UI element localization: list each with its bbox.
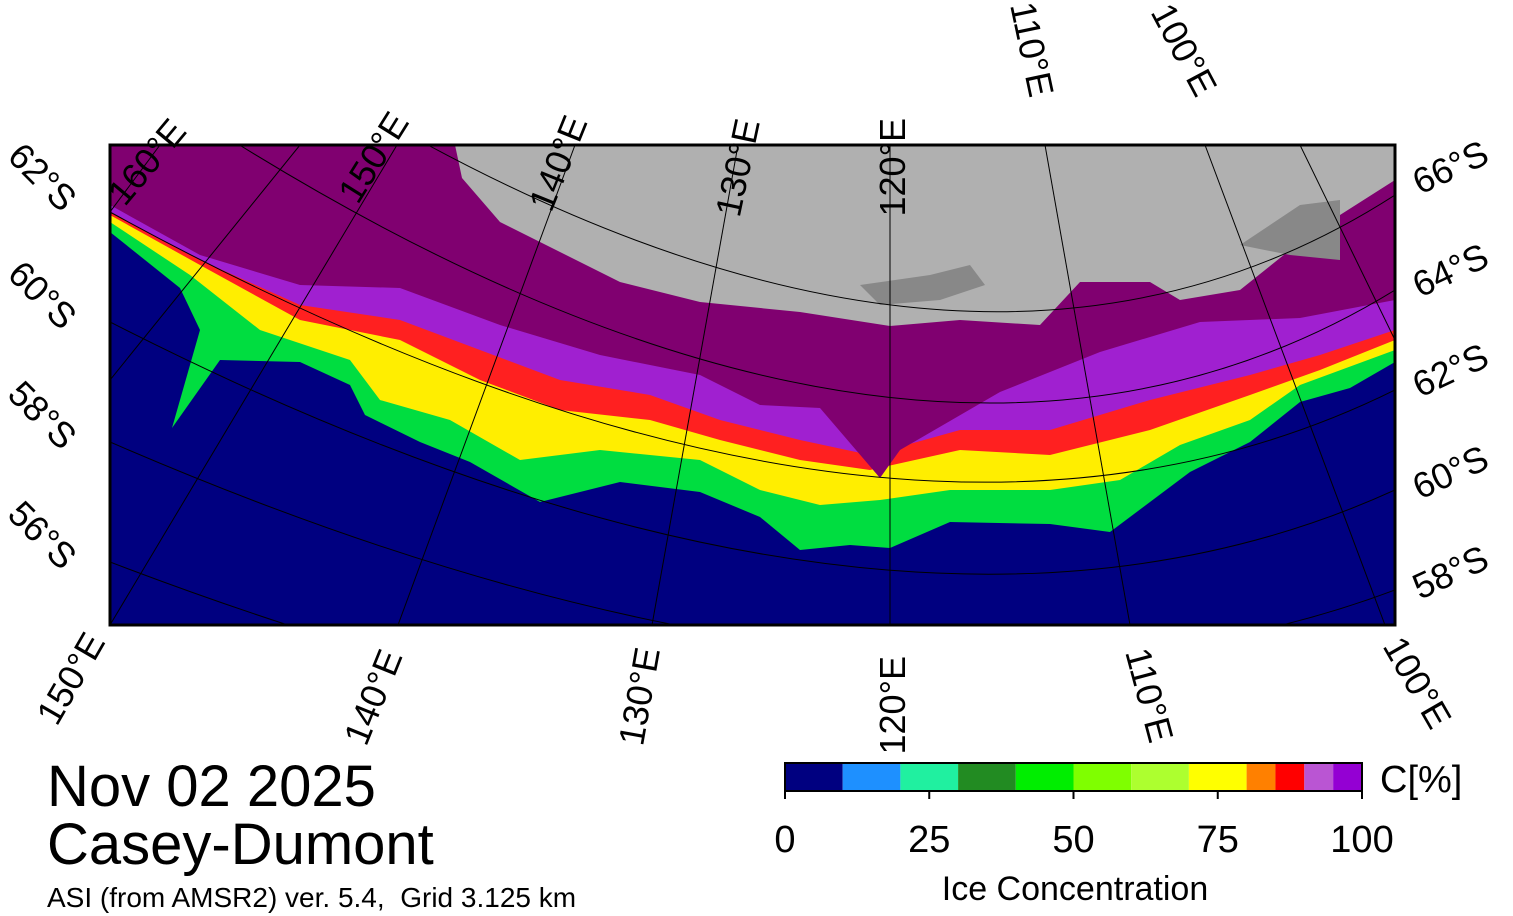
colorbar-label: Ice Concentration bbox=[942, 870, 1209, 908]
source-note: ASI (from AMSR2) ver. 5.4, Grid 3.125 km bbox=[47, 882, 576, 913]
ice-shelf bbox=[860, 200, 1340, 305]
left-lat-label: 58°S bbox=[0, 373, 84, 457]
bottom-lon-label: 130°E bbox=[610, 644, 667, 748]
bottom-lon-label: 150°E bbox=[28, 626, 113, 732]
right-lat-label: 58°S bbox=[1406, 537, 1494, 607]
right-lat-label: 62°S bbox=[1406, 335, 1494, 405]
top-lon-label: 120°E bbox=[872, 118, 913, 216]
right-lat-label: 66°S bbox=[1406, 132, 1494, 202]
left-lat-label: 60°S bbox=[0, 253, 84, 337]
map-area bbox=[110, 145, 1395, 625]
meridian bbox=[1204, 145, 1386, 625]
date-title: Nov 02 2025 bbox=[47, 754, 376, 819]
meridian bbox=[651, 145, 739, 625]
bottom-lon-label: 120°E bbox=[872, 656, 913, 754]
top-lon-label: 110°E bbox=[1002, 0, 1062, 100]
colorbar-unit: C[%] bbox=[1380, 759, 1462, 801]
left-lat-label: 56°S bbox=[0, 493, 84, 577]
bottom-lon-label: 110°E bbox=[1117, 643, 1181, 746]
region-name: Casey-Dumont bbox=[47, 812, 434, 877]
colorbar-segment bbox=[900, 763, 959, 791]
parallel bbox=[110, 441, 1395, 625]
colorbar-tick-label: 50 bbox=[1052, 819, 1094, 861]
colorbar-tick-label: 25 bbox=[908, 819, 950, 861]
meridian bbox=[110, 145, 398, 625]
parallel bbox=[110, 211, 1395, 483]
colorbar-segment bbox=[842, 763, 901, 791]
parallel bbox=[238, 145, 1395, 404]
graticule bbox=[110, 145, 1395, 625]
colorbar-segment bbox=[1131, 763, 1189, 791]
meridian bbox=[1044, 145, 1131, 625]
bottom-lon-label: 100°E bbox=[1375, 630, 1460, 736]
colorbar-segment bbox=[1073, 763, 1132, 791]
colorbar: 0 25 50 75 100 bbox=[774, 762, 1394, 861]
colorbar-segment bbox=[958, 763, 1016, 791]
bottom-lon-label: 140°E bbox=[336, 644, 411, 751]
meridian bbox=[1299, 145, 1395, 341]
left-lat-label: 62°S bbox=[0, 135, 84, 219]
colorbar-tick-label: 100 bbox=[1330, 819, 1393, 861]
colorbar-tick-label: 75 bbox=[1197, 819, 1239, 861]
colorbar-segment bbox=[1304, 763, 1334, 791]
map-frame bbox=[108, 143, 1397, 627]
parallel bbox=[110, 321, 1395, 575]
parallel bbox=[427, 145, 1395, 313]
colorbar-segment bbox=[1246, 763, 1276, 791]
meridian bbox=[110, 145, 161, 213]
colorbar-tick-label: 0 bbox=[774, 819, 795, 861]
colorbar-segment bbox=[785, 763, 843, 791]
top-lon-label: 100°E bbox=[1143, 0, 1225, 103]
right-lat-label: 60°S bbox=[1406, 437, 1494, 507]
colorbar-segment bbox=[1188, 763, 1247, 791]
right-lat-label: 64°S bbox=[1406, 235, 1494, 305]
colorbar-segment bbox=[1015, 763, 1074, 791]
antarctica-land bbox=[455, 145, 1395, 326]
colorbar-segment bbox=[1275, 763, 1305, 791]
colorbar-segment bbox=[1333, 763, 1362, 791]
